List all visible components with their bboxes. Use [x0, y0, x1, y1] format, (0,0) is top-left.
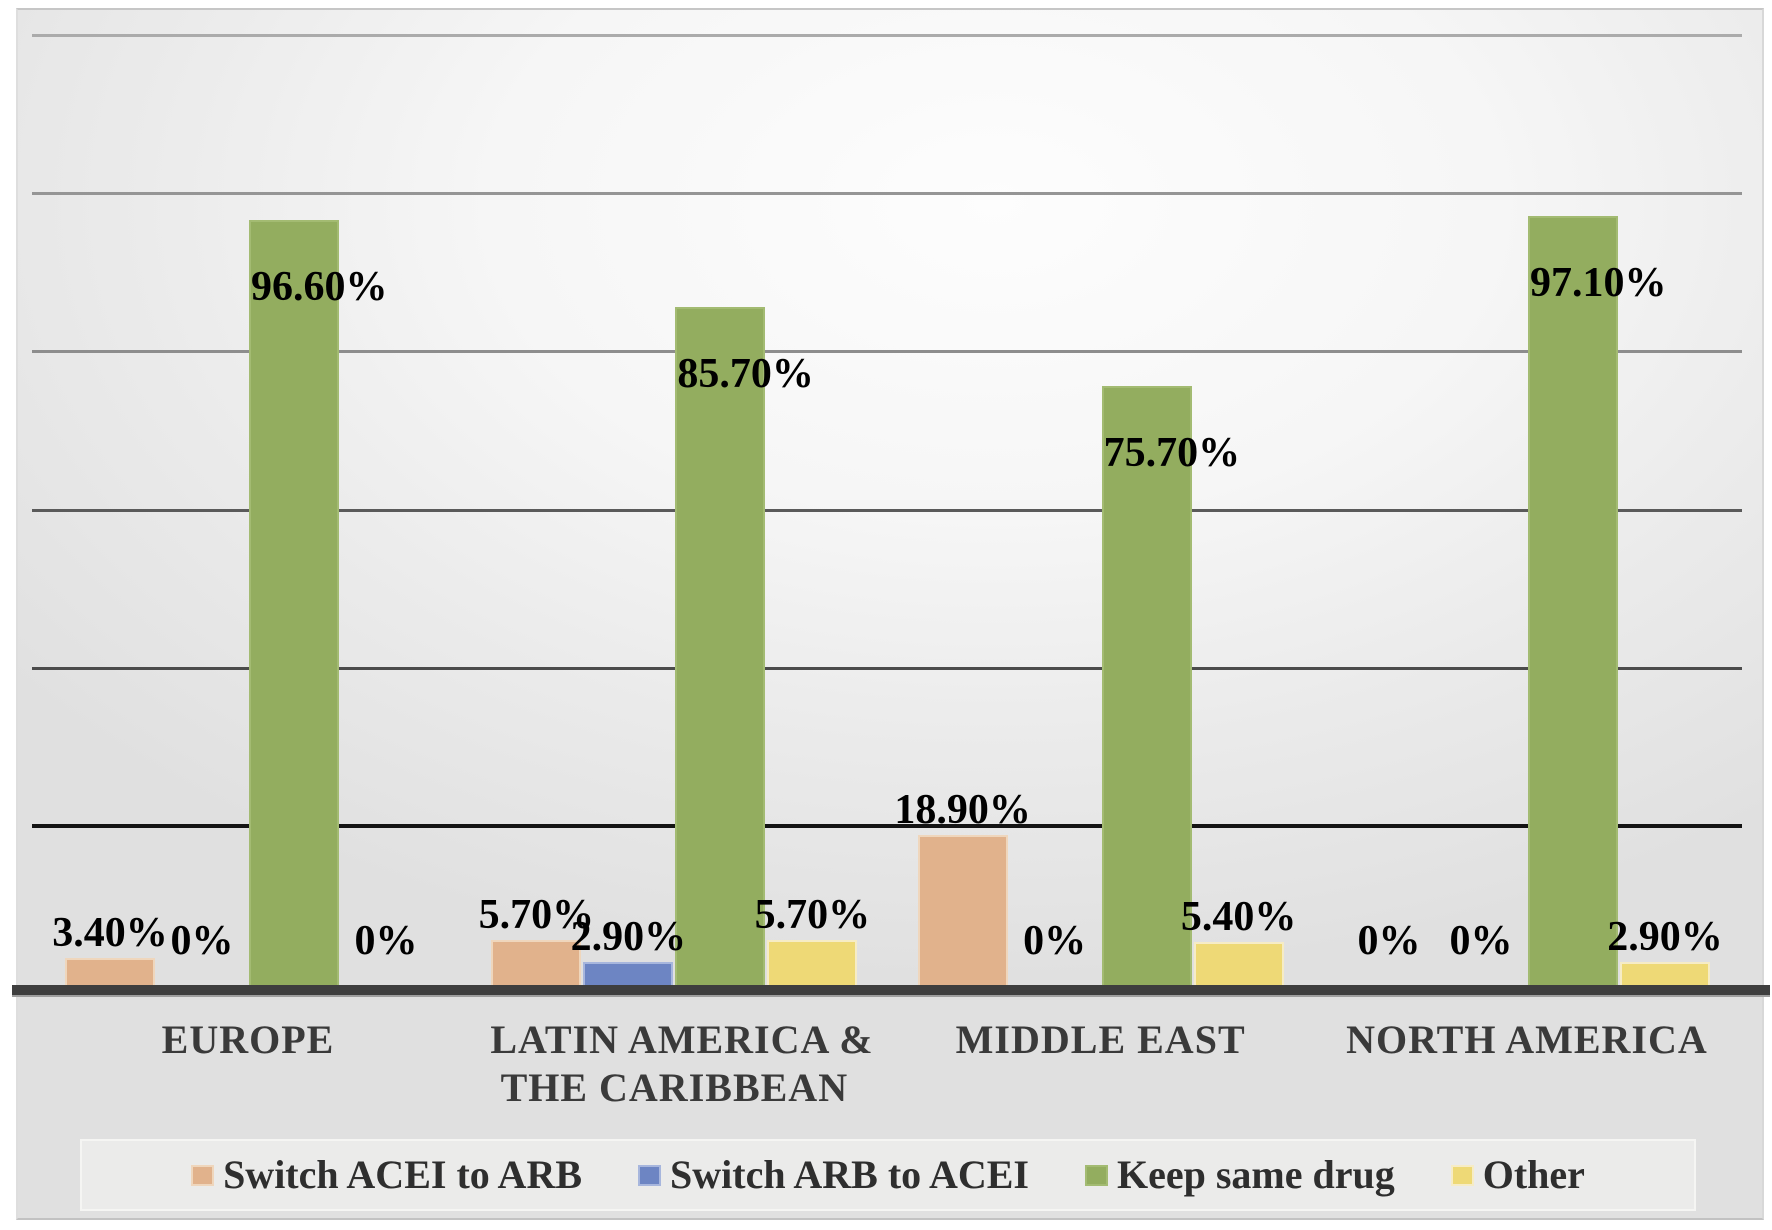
bar-other	[767, 939, 858, 985]
legend-swatch-icon	[638, 1164, 662, 1186]
bar-value-label: 5.70%	[478, 891, 595, 938]
legend-item-label: Switch ACEI to ARB	[223, 1152, 583, 1197]
bar-group-europe: 3.40% 0% 96.60% 0%	[52, 10, 432, 985]
bar-group-middle-east: 18.90% 0% 75.70% 5.40%	[894, 10, 1296, 985]
bar-slot: 5.40%	[1181, 10, 1296, 985]
gridline-20pct	[32, 824, 1742, 829]
bar-keep-same-drug	[1527, 216, 1618, 985]
legend-swatch-icon	[191, 1164, 215, 1186]
bar-value-label: 2.90%	[1607, 914, 1723, 961]
bar-slot: 85.70%	[674, 10, 814, 985]
bar-switch-arb-to-acei	[583, 962, 674, 985]
bar-value-label: 5.70%	[754, 891, 871, 938]
bar-value-label: 3.40%	[52, 910, 168, 957]
bar-slot: 97.10%	[1527, 10, 1666, 985]
bar-switch-acei-to-arb	[491, 939, 582, 985]
category-label: MIDDLE EAST	[917, 1016, 1285, 1112]
bar-value-label: 0%	[1023, 918, 1087, 964]
bar-keep-same-drug	[675, 306, 766, 985]
chart-frame: 3.40% 0% 96.60% 0% 5.70% 2.90% 85.70% 5.70% 18.9…	[12, 8, 1770, 1220]
legend-item-keep-same-drug: Keep same drug	[1084, 1152, 1395, 1198]
legend-swatch-icon	[1450, 1164, 1474, 1186]
bar-value-label: 0%	[1357, 918, 1421, 964]
category-label-line: EUROPE	[161, 1017, 335, 1062]
bar-slot: 0%	[340, 10, 432, 985]
category-label: NORTH AMERICA	[1343, 1016, 1711, 1112]
bar-value-label: 0%	[170, 918, 234, 964]
bar-slot: 2.90%	[1607, 10, 1723, 985]
legend-item-other: Other	[1450, 1152, 1585, 1198]
bar-keep-same-drug	[249, 220, 339, 985]
bar-slot: 3.40%	[52, 10, 168, 985]
bar-slot: 96.60%	[248, 10, 388, 985]
bar-value-label: 2.90%	[570, 914, 687, 961]
bar-value-label: 85.70%	[677, 350, 814, 397]
legend: Switch ACEI to ARB Switch ARB to ACEI Keep…	[80, 1139, 1696, 1211]
bar-slot: 5.70%	[755, 10, 870, 985]
category-label-line: MIDDLE EAST	[955, 1017, 1246, 1062]
legend-swatch-icon	[1084, 1164, 1108, 1186]
gridline-100pct	[32, 191, 1742, 195]
bar-keep-same-drug	[1101, 385, 1192, 985]
gridline-120pct	[32, 33, 1742, 37]
bar-slot: 2.90%	[571, 10, 686, 985]
category-label-line: LATIN AMERICA &	[490, 1017, 874, 1062]
bar-group-north-america: 0% 0% 97.10% 2.90%	[1343, 10, 1723, 985]
bar-slot: 0%	[156, 10, 248, 985]
category-label: LATIN AMERICA & THE CARIBBEAN	[490, 1016, 874, 1112]
bar-value-label: 97.10%	[1529, 260, 1667, 307]
gridline-40pct	[32, 666, 1742, 670]
bar-slot: 0%	[1435, 10, 1527, 985]
bar-slot: 5.70%	[479, 10, 594, 985]
legend-item-label: Other	[1482, 1152, 1585, 1197]
bar-value-label: 5.40%	[1180, 894, 1297, 941]
bar-slot: 0%	[1343, 10, 1435, 985]
bar-value-label: 96.60%	[251, 264, 388, 311]
bar-value-label: 75.70%	[1103, 429, 1241, 476]
bar-slot: 75.70%	[1101, 10, 1240, 985]
legend-item-label: Keep same drug	[1116, 1152, 1395, 1197]
gridline-80pct	[32, 350, 1742, 354]
bar-switch-acei-to-arb	[65, 958, 155, 985]
plot-area: 3.40% 0% 96.60% 0% 5.70% 2.90% 85.70% 5.70% 18.9…	[32, 10, 1742, 985]
bar-value-label: 0%	[354, 918, 418, 964]
category-label-line: NORTH AMERICA	[1346, 1017, 1708, 1062]
legend-item-label: Switch ARB to ACEI	[670, 1152, 1029, 1197]
bar-value-label: 0%	[1449, 918, 1513, 964]
category-axis: EUROPE LATIN AMERICA & THE CARIBBEAN MIDDLE…	[32, 1016, 1742, 1112]
category-label: EUROPE	[64, 1016, 432, 1112]
bar-value-label: 18.90%	[894, 787, 1031, 834]
legend-item-switch-acei-to-arb: Switch ACEI to ARB	[191, 1152, 582, 1198]
bar-other	[1619, 962, 1710, 985]
bar-group-latin-america-the-caribbean: 5.70% 2.90% 85.70% 5.70%	[479, 10, 870, 985]
legend-item-switch-arb-to-acei: Switch ARB to ACEI	[638, 1152, 1029, 1198]
x-axis-line	[12, 985, 1770, 997]
bar-other	[1193, 942, 1284, 985]
category-label-line: THE CARIBBEAN	[500, 1065, 849, 1110]
bar-slot: 18.90%	[894, 10, 1031, 985]
gridline-60pct	[32, 508, 1742, 512]
bar-switch-acei-to-arb	[917, 835, 1008, 985]
bar-slot: 0%	[1009, 10, 1101, 985]
bar-groups: 3.40% 0% 96.60% 0% 5.70% 2.90% 85.70% 5.70% 18.9…	[32, 10, 1742, 985]
